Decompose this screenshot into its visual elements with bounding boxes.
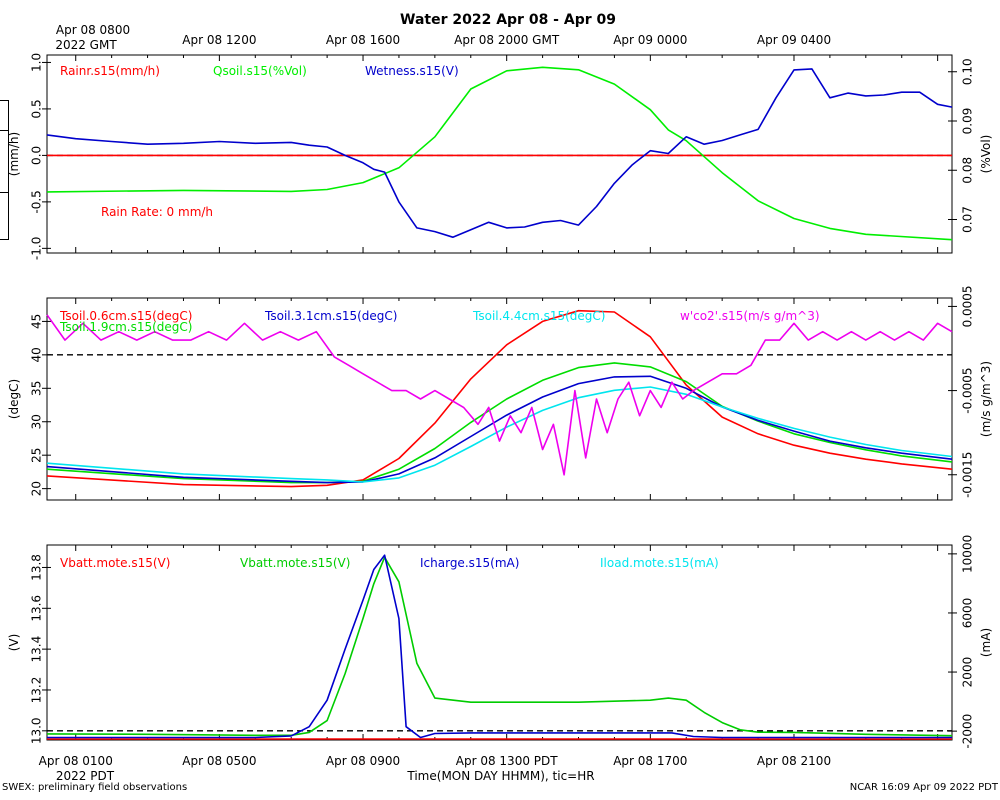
panel-1 (42, 54, 957, 254)
bottom-axis-label: Apr 08 0900 (326, 754, 400, 768)
y-axis-title-right: (m/s g/m^3) (979, 361, 993, 437)
left-edge-widget-frame (0, 100, 9, 240)
y-tick-label-left: 13.2 (30, 677, 44, 704)
top-axis-label: Apr 08 1200 (182, 33, 256, 47)
bottom-axis-year-label: 2022 PDT (56, 769, 115, 783)
legend-entry: Vbatt.mote.s15(V) (60, 556, 170, 570)
legend-entry: Tsoil.0.6cm.s15(degC) (59, 309, 193, 323)
chart-title: Water 2022 Apr 08 - Apr 09 (400, 12, 616, 28)
y-tick-label-right: 0.0005 (961, 285, 975, 327)
y-tick-label-left: 25 (30, 448, 44, 463)
panel-3 (42, 544, 957, 741)
series-line-tsoil-1-9cm-s15-degc- (46, 362, 953, 484)
footer-right-stamp: NCAR 16:09 Apr 09 2022 PDT (849, 782, 998, 793)
y-tick-label-left: 40 (30, 347, 44, 362)
bottom-axis-label: Apr 08 0100 (39, 754, 113, 768)
legend-entry: Iload.mote.s15(mA) (600, 556, 719, 570)
series-line-w-co2-s15-m-s-g-m-3- (46, 314, 953, 476)
y-tick-label-right: 6000 (961, 598, 975, 629)
panel-2 (42, 297, 957, 501)
y-tick-label-right: 0.08 (961, 157, 975, 184)
y-axis-title-left: (V) (7, 634, 21, 652)
y-tick-label-right: -2000 (961, 714, 975, 749)
bottom-axis-label: Apr 08 1300 PDT (456, 754, 558, 768)
y-tick-label-left: 35 (30, 381, 44, 396)
series-line-tsoil-3-1cm-s15-degc- (46, 375, 953, 484)
y-tick-label-left: 13.8 (30, 554, 44, 581)
series-line-tsoil-4-4cm-s15-degc- (46, 386, 953, 483)
top-axis-label: Apr 09 0000 (613, 33, 687, 47)
y-axis-title-left: (mm/h) (7, 132, 21, 176)
legend-entry: Tsoil.1.9cm.s15(degC) (59, 320, 193, 334)
panel-frame (46, 297, 953, 501)
y-tick-label-right: -0.0005 (961, 367, 975, 413)
y-axis-title-right: (mA) (979, 628, 993, 657)
legend-entry: Rainr.s15(mm/h) (60, 64, 160, 78)
legend-entry: Icharge.s15(mA) (420, 556, 519, 570)
y-tick-label-left: 1.0 (30, 53, 44, 72)
legend-entry: w'co2'.s15(m/s g/m^3) (680, 309, 820, 323)
top-axis-label-first-year: 2022 GMT (55, 38, 117, 52)
top-axis-label: Apr 08 1600 (326, 33, 400, 47)
y-tick-label-left: 0.0 (30, 146, 44, 165)
series-line-qsoil-s15-vol- (46, 66, 953, 241)
series-line-wetness-s15-v- (46, 68, 953, 238)
panel-frame (46, 544, 953, 741)
top-axis-label-first: Apr 08 0800 (56, 23, 130, 37)
y-tick-label-right: 10000 (961, 535, 975, 573)
top-axis-label: Apr 08 2000 GMT (454, 33, 560, 47)
y-tick-label-left: 45 (30, 314, 44, 329)
y-tick-label-right: -0.0015 (961, 452, 975, 498)
legend-entry: Wetness.s15(V) (365, 64, 459, 78)
x-axis-title: Time(MON DAY HHMM), tic=HR (406, 769, 594, 783)
left-edge-widget-divider-2 (0, 192, 9, 193)
legend-entry: Tsoil.3.1cm.s15(degC) (264, 309, 398, 323)
rain-rate-annotation: Rain Rate: 0 mm/h (101, 205, 213, 219)
legend-entry: Vbatt.mote.s15(V) (240, 556, 350, 570)
left-edge-widget-divider-1 (0, 130, 9, 131)
y-axis-title-left: (degC) (7, 379, 21, 419)
y-tick-label-left: 20 (30, 481, 44, 496)
top-axis-label: Apr 09 0400 (757, 33, 831, 47)
y-tick-label-left: 13.0 (30, 717, 44, 744)
y-axis-title-right: (%Vol) (979, 135, 993, 174)
footer-left-note: SWEX: preliminary field observations (2, 782, 188, 793)
panel-frame (46, 54, 953, 254)
bottom-axis-label: Apr 08 0500 (182, 754, 256, 768)
bottom-axis-label: Apr 08 2100 (757, 754, 831, 768)
bottom-axis-label: Apr 08 1700 (613, 754, 687, 768)
y-tick-label-right: 0.10 (961, 58, 975, 85)
y-tick-label-left: 13.6 (30, 595, 44, 622)
y-tick-label-left: -0.5 (30, 190, 44, 213)
y-tick-label-left: 13.4 (30, 636, 44, 663)
series-line-tsoil-0-6cm-s15-degc- (46, 309, 953, 488)
legend-entry: Tsoil.4.4cm.s15(degC) (472, 309, 606, 323)
y-tick-label-right: 0.09 (961, 108, 975, 135)
y-tick-label-right: 0.07 (961, 206, 975, 233)
y-tick-label-left: 0.5 (29, 99, 43, 118)
series-line-icharge-s15-ma- (47, 554, 952, 739)
legend-entry: Qsoil.s15(%Vol) (213, 64, 307, 78)
series-line-vbatt-mote-s15-v- (46, 556, 953, 737)
y-tick-label-left: 30 (30, 414, 44, 429)
y-tick-label-right: 2000 (961, 657, 975, 688)
y-tick-label-left: -1.0 (30, 237, 44, 260)
